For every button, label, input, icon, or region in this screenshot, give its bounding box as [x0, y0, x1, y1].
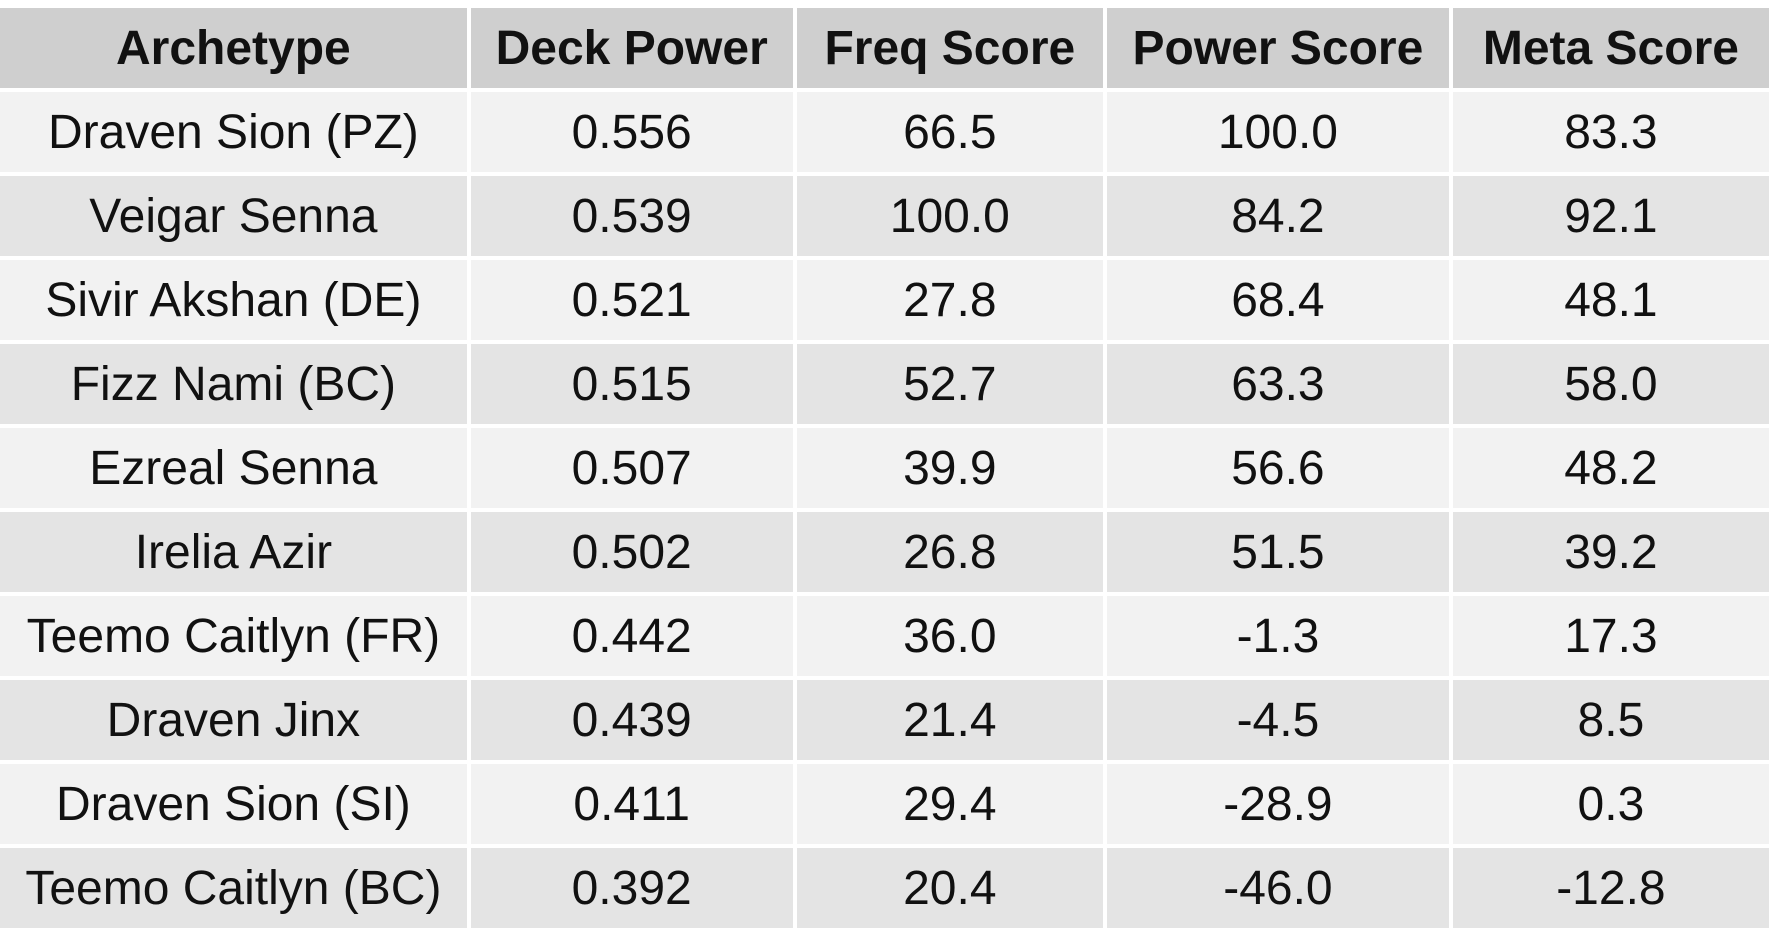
- cell-freq-score: 52.7: [796, 344, 1104, 424]
- cell-power-score: 56.6: [1107, 428, 1449, 508]
- cell-meta-score: 8.5: [1452, 680, 1769, 760]
- cell-freq-score: 20.4: [796, 848, 1104, 928]
- cell-archetype: Fizz Nami (BC): [0, 344, 467, 424]
- cell-deck-power: 0.392: [470, 848, 793, 928]
- cell-freq-score: 27.8: [796, 260, 1104, 340]
- cell-freq-score: 29.4: [796, 764, 1104, 844]
- cell-archetype: Irelia Azir: [0, 512, 467, 592]
- cell-meta-score: 17.3: [1452, 596, 1769, 676]
- table-row: Irelia Azir 0.502 26.8 51.5 39.2: [0, 512, 1769, 592]
- cell-power-score: 51.5: [1107, 512, 1449, 592]
- cell-deck-power: 0.507: [470, 428, 793, 508]
- cell-freq-score: 39.9: [796, 428, 1104, 508]
- cell-meta-score: 58.0: [1452, 344, 1769, 424]
- table-row: Draven Sion (PZ) 0.556 66.5 100.0 83.3: [0, 92, 1769, 172]
- cell-meta-score: 92.1: [1452, 176, 1769, 256]
- cell-archetype: Veigar Senna: [0, 176, 467, 256]
- cell-power-score: -28.9: [1107, 764, 1449, 844]
- cell-archetype: Ezreal Senna: [0, 428, 467, 508]
- cell-power-score: -1.3: [1107, 596, 1449, 676]
- header-row: Archetype Deck Power Freq Score Power Sc…: [0, 8, 1769, 88]
- cell-archetype: Teemo Caitlyn (FR): [0, 596, 467, 676]
- cell-power-score: -46.0: [1107, 848, 1449, 928]
- cell-deck-power: 0.556: [470, 92, 793, 172]
- cell-deck-power: 0.442: [470, 596, 793, 676]
- table-row: Veigar Senna 0.539 100.0 84.2 92.1: [0, 176, 1769, 256]
- table-row: Draven Sion (SI) 0.411 29.4 -28.9 0.3: [0, 764, 1769, 844]
- cell-meta-score: 0.3: [1452, 764, 1769, 844]
- cell-deck-power: 0.539: [470, 176, 793, 256]
- cell-power-score: -4.5: [1107, 680, 1449, 760]
- table-row: Fizz Nami (BC) 0.515 52.7 63.3 58.0: [0, 344, 1769, 424]
- column-header-meta-score: Meta Score: [1452, 8, 1769, 88]
- cell-freq-score: 66.5: [796, 92, 1104, 172]
- cell-archetype: Draven Jinx: [0, 680, 467, 760]
- table-row: Sivir Akshan (DE) 0.521 27.8 68.4 48.1: [0, 260, 1769, 340]
- cell-meta-score: 83.3: [1452, 92, 1769, 172]
- cell-power-score: 100.0: [1107, 92, 1449, 172]
- cell-deck-power: 0.439: [470, 680, 793, 760]
- cell-meta-score: 48.2: [1452, 428, 1769, 508]
- score-table-container: Archetype Deck Power Freq Score Power Sc…: [0, 8, 1773, 932]
- column-header-archetype: Archetype: [0, 8, 467, 88]
- cell-archetype: Sivir Akshan (DE): [0, 260, 467, 340]
- table-row: Teemo Caitlyn (FR) 0.442 36.0 -1.3 17.3: [0, 596, 1769, 676]
- column-header-freq-score: Freq Score: [796, 8, 1104, 88]
- cell-power-score: 63.3: [1107, 344, 1449, 424]
- cell-archetype: Teemo Caitlyn (BC): [0, 848, 467, 928]
- cell-meta-score: 48.1: [1452, 260, 1769, 340]
- cell-deck-power: 0.411: [470, 764, 793, 844]
- cell-freq-score: 21.4: [796, 680, 1104, 760]
- table-row: Ezreal Senna 0.507 39.9 56.6 48.2: [0, 428, 1769, 508]
- cell-archetype: Draven Sion (PZ): [0, 92, 467, 172]
- cell-archetype: Draven Sion (SI): [0, 764, 467, 844]
- cell-meta-score: -12.8: [1452, 848, 1769, 928]
- cell-power-score: 84.2: [1107, 176, 1449, 256]
- archetype-score-table: Archetype Deck Power Freq Score Power Sc…: [0, 4, 1773, 932]
- cell-power-score: 68.4: [1107, 260, 1449, 340]
- column-header-deck-power: Deck Power: [470, 8, 793, 88]
- cell-freq-score: 36.0: [796, 596, 1104, 676]
- cell-freq-score: 100.0: [796, 176, 1104, 256]
- cell-deck-power: 0.521: [470, 260, 793, 340]
- cell-freq-score: 26.8: [796, 512, 1104, 592]
- cell-deck-power: 0.502: [470, 512, 793, 592]
- cell-deck-power: 0.515: [470, 344, 793, 424]
- column-header-power-score: Power Score: [1107, 8, 1449, 88]
- table-row: Teemo Caitlyn (BC) 0.392 20.4 -46.0 -12.8: [0, 848, 1769, 928]
- cell-meta-score: 39.2: [1452, 512, 1769, 592]
- table-row: Draven Jinx 0.439 21.4 -4.5 8.5: [0, 680, 1769, 760]
